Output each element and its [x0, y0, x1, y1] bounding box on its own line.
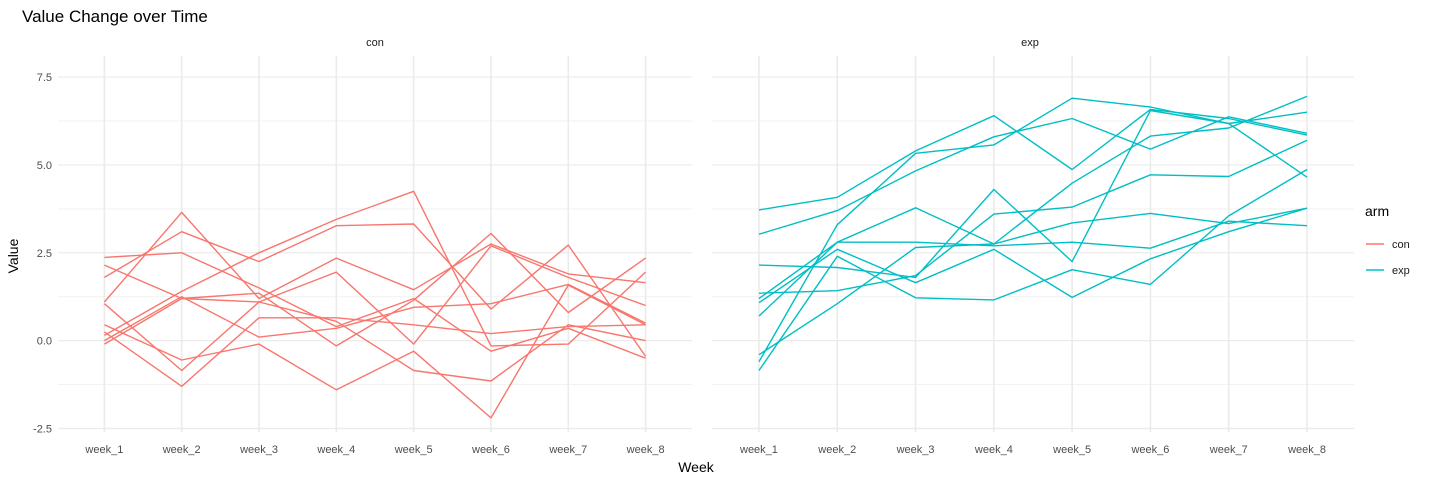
x-tick-label: week_1: [84, 444, 123, 456]
panel-lines-exp: [758, 95, 1308, 371]
y-tick-label: 2.5: [37, 248, 52, 260]
legend-label-exp: exp: [1392, 265, 1410, 277]
legend-title: arm: [1365, 203, 1389, 219]
y-tick-label: 0.0: [37, 336, 52, 348]
series-line-con-6: [104, 284, 646, 419]
series-line-exp-8: [758, 95, 1308, 356]
x-axis-title: Week: [678, 459, 715, 475]
x-tick-label: week_7: [1209, 444, 1248, 456]
legend: arm con exp: [1365, 203, 1410, 277]
y-axis-title: Value: [5, 238, 21, 273]
x-tick-label: week_2: [162, 444, 201, 456]
panel-con: con week_1 week_2 week_3 week_4 week_5 week_6…: [58, 37, 692, 456]
x-tick-label: week_8: [626, 444, 665, 456]
series-line-exp-7: [758, 207, 1308, 317]
y-axis-ticks: -2.5 0.0 2.5 5.0 7.5: [33, 72, 52, 435]
x-tick-label: week_4: [974, 444, 1013, 456]
x-tick-label: week_5: [1052, 444, 1091, 456]
series-line-exp-6: [758, 220, 1308, 300]
legend-label-con: con: [1392, 239, 1410, 251]
y-tick-label: 5.0: [37, 160, 52, 172]
panel-strip-label-exp: exp: [1021, 37, 1039, 49]
x-tick-label: week_7: [548, 444, 587, 456]
series-line-exp-9: [758, 97, 1308, 363]
panel-lines-con: [103, 190, 647, 419]
series-line-con-8: [104, 190, 647, 347]
x-tick-label: week_6: [471, 444, 510, 456]
series-line-exp-5: [758, 207, 1308, 304]
y-tick-label: -2.5: [33, 423, 52, 435]
series-line-con-3: [103, 211, 646, 303]
x-tick-label: week_3: [896, 444, 935, 456]
panel-strip-label-con: con: [366, 37, 384, 49]
x-tick-label: week_5: [394, 444, 433, 456]
series-line-con-9: [104, 283, 646, 342]
series-line-exp-4: [758, 139, 1308, 294]
panel-grid-exp: [712, 56, 1354, 432]
series-line-con-10: [104, 297, 646, 382]
x-tick-label: week_8: [1287, 444, 1326, 456]
panel-exp: exp week_1 week_2 week_3 week_4 week_5 week_6…: [712, 37, 1354, 456]
panel-grid-con: [58, 56, 692, 432]
x-tick-label: week_3: [239, 444, 278, 456]
series-line-con-5: [104, 223, 647, 357]
series-line-exp-1: [758, 108, 1308, 211]
x-tick-label: week_2: [817, 444, 856, 456]
series-line-con-4: [103, 245, 646, 372]
series-line-exp-2: [758, 116, 1308, 235]
series-line-exp-10: [758, 168, 1308, 371]
series-line-con-7: [103, 317, 646, 387]
panel-x-ticks-con: week_1 week_2 week_3 week_4 week_5 week_6 week…: [84, 444, 664, 456]
panel-x-ticks-exp: week_1 week_2 week_3 week_4 week_5 week_6 week…: [739, 444, 1326, 456]
chart-title: Value Change over Time: [22, 7, 208, 26]
x-tick-label: week_4: [316, 444, 355, 456]
x-tick-label: week_1: [739, 444, 778, 456]
y-tick-label: 7.5: [37, 72, 52, 84]
series-line-con-1: [104, 252, 646, 359]
series-line-con-2: [104, 232, 647, 347]
x-tick-label: week_6: [1130, 444, 1169, 456]
